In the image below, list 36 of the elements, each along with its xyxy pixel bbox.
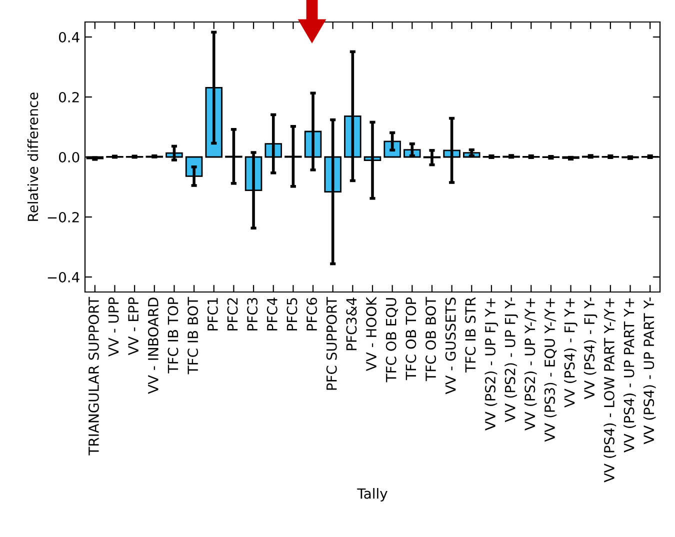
x-tick-label: PFC6 [306,298,318,330]
x-tick-label: PFC2 [227,298,238,330]
x-tick-label: PFC3 [247,298,258,330]
x-tick-label: VV - UPP [108,297,119,357]
x-tick-label: PFC1 [207,298,218,330]
x-tick-label: VV - HOOK [366,296,377,372]
x-tick-label: VV (PS2) - UP FJ Y+ [484,298,498,430]
x-tick-label: VV (PS4) - FJ Y+ [564,298,578,408]
x-tick-label: TFC IB TOP [168,297,178,374]
x-tick-label: VV (PS4) - LOW PART Y-/Y+ [604,298,616,482]
x-tick-label: TFC OB EQU [386,298,398,382]
y-tick-label: 0.0 [58,152,80,162]
y-tick-label: −0.2 [48,212,79,222]
x-tick-label: VV - INBOARD [148,298,158,394]
x-tick-label: VV (PS4) - FJ Y- [584,298,598,400]
y-tick-label: 0.2 [58,92,79,102]
y-tick-label: 0.4 [58,32,80,42]
x-tick-label: VV (PS3) - EQU Y-/Y+ [544,298,557,442]
x-tick-label: TFC IB BOT [188,296,198,374]
x-tick-label: PFC3&4 [346,298,357,350]
x-tick-label: VV (PS4) - UP PART Y- [643,298,656,444]
x-tick-label: VV (PS2) - UP Y-/Y+ [524,298,537,430]
x-tick-label: TFC OB TOP [406,297,416,380]
x-tick-label: PFC5 [286,298,298,330]
x-tick-label: VV (PS4) - UP PART Y+ [624,298,636,452]
x-tick-label: PFC SUPPORT [326,296,337,390]
x-tick-label: VV - EPP [128,297,138,356]
x-tick-label: TFC IB STR [465,297,476,372]
x-tick-label: TRIANGULAR SUPPORT [88,296,99,456]
x-tick-label: VV - GUSSETS [445,298,456,394]
x-tick-label: PFC4 [266,298,278,330]
x-tick-label: VV (PS2) - UP FJ Y- [504,298,518,422]
y-tick-label: −0.4 [48,272,80,282]
x-axis-title: Tally [357,488,388,502]
x-tick-label: TFC OB BOT [426,296,436,382]
y-axis-title: Relative difference [27,92,38,221]
